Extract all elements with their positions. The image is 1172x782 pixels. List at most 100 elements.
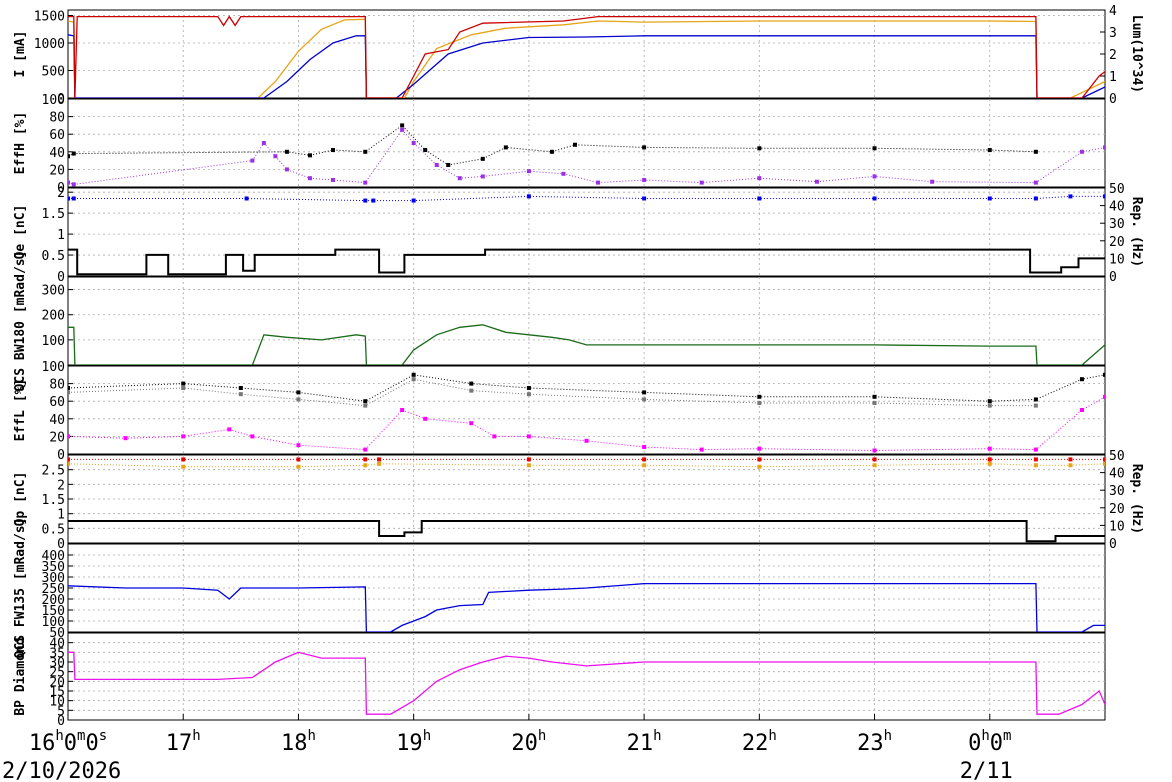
y-axis-label: QCS BW180 [mRad/s]: [13, 251, 28, 392]
series-point: [181, 381, 186, 386]
series-point: [1033, 196, 1038, 201]
series-trace-1: [68, 378, 1036, 407]
series-group: [68, 651, 1105, 715]
series-point: [987, 446, 992, 451]
series-point: [757, 394, 762, 399]
series-point: [363, 180, 368, 185]
y-tick-label: 2: [57, 478, 65, 493]
y-tick-label: 0: [57, 270, 65, 285]
series-point: [480, 174, 485, 179]
y-tick-label: 2.5: [42, 464, 65, 479]
y-tick-label: 40: [49, 413, 65, 428]
y-tick-label: 40: [49, 146, 65, 161]
series-point: [526, 194, 531, 199]
series-point: [411, 377, 416, 382]
y-tick-label: 10: [49, 695, 65, 710]
y-tick-label: 50: [49, 626, 65, 641]
series-line-0: [68, 651, 1105, 715]
panel-bw180: 100 200 300 QCS BW180 [mRad/s]: [13, 251, 1106, 392]
series-point: [1033, 457, 1038, 462]
series-point: [872, 146, 877, 151]
y-tick-label: 60: [49, 395, 65, 410]
series-point: [1103, 461, 1105, 466]
y-tick-label: 100: [42, 93, 65, 108]
panel-effh: 0 20 40 60 80 100 EffH [%]: [13, 93, 1106, 196]
x-tick-label: 18h: [281, 728, 316, 756]
series-point: [1079, 149, 1084, 154]
y-tick-label: 80: [49, 378, 65, 393]
y-tick-label: 5: [57, 704, 65, 719]
y-tick-label: 100: [42, 615, 65, 630]
series-trace-0: [68, 124, 1036, 166]
series-point: [71, 196, 76, 201]
x-tick-label: 17h: [166, 728, 201, 756]
y-tick-label: 300: [42, 571, 65, 586]
series-point: [273, 154, 278, 159]
series-point: [492, 434, 497, 439]
series-point: [1033, 463, 1038, 468]
y-axis-label: EffL [%]: [13, 379, 28, 442]
series-point: [1103, 394, 1105, 399]
y2-tick-label: 3: [1109, 26, 1117, 41]
series-point: [331, 148, 336, 153]
panel-frame: [67, 98, 1106, 188]
series-point: [526, 463, 531, 468]
y2-tick-label: 50: [1109, 449, 1125, 464]
y-axis-label: EffH [%]: [13, 112, 28, 175]
y2-tick-label: 20: [1109, 502, 1125, 517]
series-point: [307, 176, 312, 181]
y2-tick-label: 10: [1109, 252, 1125, 267]
y-axis-label: QCS FW135 [mRad/s]: [13, 518, 28, 659]
series-line-1: [68, 34, 1105, 98]
series-point: [503, 145, 508, 150]
series-point: [400, 127, 405, 132]
date-label: 2/10/2026: [2, 759, 121, 782]
series-group: [68, 582, 1105, 632]
series-point: [757, 464, 762, 469]
series-point: [757, 457, 762, 462]
y2-tick-label: 40: [1109, 467, 1125, 482]
y-tick-label: 150: [42, 604, 65, 619]
y-tick-label: 100: [42, 360, 65, 375]
series-point: [363, 447, 368, 452]
y-tick-label: 80: [49, 111, 65, 126]
y-tick-label: 0.5: [42, 249, 65, 264]
y2-tick-label: 30: [1109, 217, 1125, 232]
x-tick-label: 0h0m: [968, 728, 1011, 756]
y-tick-label: 1: [57, 508, 65, 523]
series-point: [757, 400, 762, 405]
series-line-0: [68, 582, 1105, 632]
series-point: [642, 145, 647, 150]
series-trace-1: [68, 128, 1105, 185]
series-point: [423, 148, 428, 153]
y-tick-label: 250: [42, 582, 65, 597]
series-group: [68, 194, 1105, 276]
series-point: [250, 434, 255, 439]
series-point: [363, 399, 368, 404]
series-group: [68, 372, 1105, 453]
y-tick-label: 0.5: [42, 522, 65, 537]
y-tick-label: 30: [49, 656, 65, 671]
series-point: [1103, 194, 1105, 199]
series-point: [549, 149, 554, 154]
series-group: [68, 123, 1105, 187]
series-point: [480, 156, 485, 161]
y2-tick-label: 4: [1109, 4, 1117, 19]
series-point: [699, 180, 704, 185]
series-point: [699, 447, 704, 452]
series-point: [284, 167, 289, 172]
y2-tick-label: 1: [1109, 70, 1117, 85]
series-point: [331, 177, 336, 182]
series-point: [238, 386, 243, 390]
y2-tick-label: 20: [1109, 235, 1125, 250]
series-point: [469, 421, 474, 426]
series-point: [469, 388, 474, 393]
series-point: [572, 142, 577, 147]
y-tick-label: 0: [57, 537, 65, 552]
series-point: [363, 149, 368, 154]
series-point: [526, 392, 531, 397]
series-point: [1103, 372, 1105, 377]
series-point: [1033, 149, 1038, 154]
series-point: [244, 196, 249, 201]
y-tick-label: 0: [57, 448, 65, 463]
